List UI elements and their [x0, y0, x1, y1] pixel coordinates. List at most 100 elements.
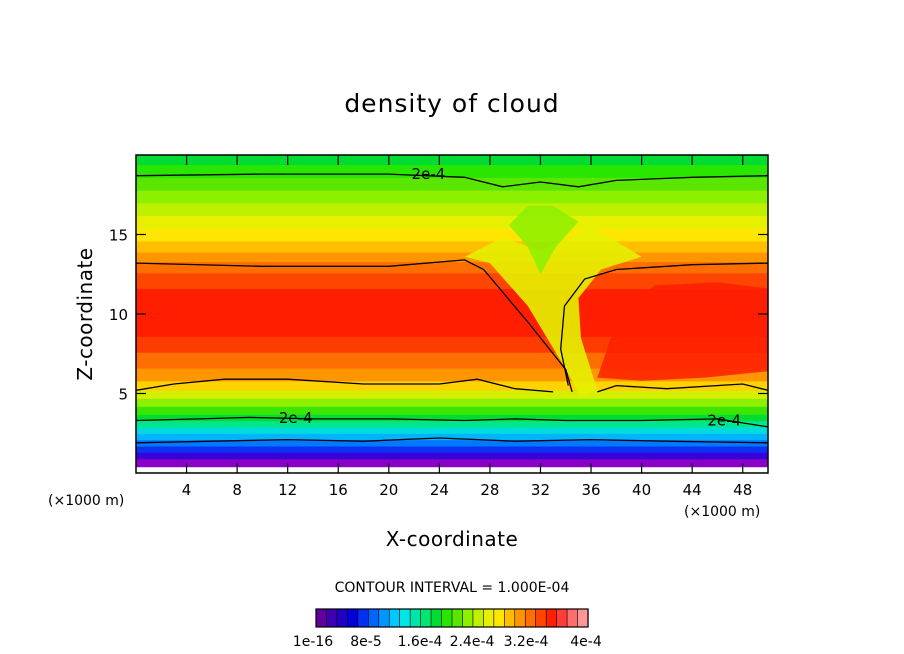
x-tick-label: 44 [683, 481, 702, 499]
x-tick-label: 4 [182, 481, 192, 499]
colorbar-tick-label: 4e-4 [570, 634, 602, 650]
x-tick-label: 32 [531, 481, 550, 499]
plot-area [136, 155, 768, 473]
density-band [136, 406, 768, 415]
contour-label: 2e-4 [707, 412, 741, 430]
colorbar-swatch [556, 608, 568, 628]
colorbar-tick-label: 1.6e-4 [398, 634, 443, 650]
contour-label: 2e-4 [412, 165, 446, 183]
colorbar-swatch [357, 608, 369, 628]
x-unit-left: (×1000 m) [48, 493, 124, 509]
colorbar-swatch [504, 608, 516, 628]
colorbar-swatch [441, 608, 453, 628]
density-band [136, 466, 768, 473]
colorbar-swatch [577, 608, 589, 628]
density-band [136, 202, 768, 217]
density-band [136, 215, 768, 229]
density-band [136, 398, 768, 407]
colorbar-swatch [524, 608, 537, 628]
colorbar-swatch [409, 608, 422, 628]
x-axis-label: X-coordinate [386, 527, 519, 551]
colorbar-swatch [388, 608, 401, 628]
colorbar-swatch [514, 608, 526, 628]
colorbar-tick-label: 3.2e-4 [504, 634, 549, 650]
colorbar-labels: 1e-16 8e-5 1.6e-4 2.4e-4 3.2e-4 4e-4 [293, 634, 602, 650]
colorbar-swatch [566, 608, 579, 628]
contour-line [136, 259, 573, 393]
density-band [136, 261, 768, 274]
colorbar-swatch [347, 608, 359, 628]
density-band [136, 439, 768, 447]
contour-labels: 2e-4 2e-4 2e-4 [279, 165, 741, 430]
contour-label: 2e-4 [279, 409, 313, 427]
colorbar-tick-label: 2.4e-4 [450, 634, 495, 650]
colorbar [315, 608, 589, 628]
density-band [136, 177, 768, 191]
y-axis-ticks: 5 10 15 [109, 227, 768, 404]
density-band [136, 228, 768, 242]
density-band [136, 426, 768, 434]
density-band [136, 380, 768, 391]
colorbar-swatch [378, 608, 390, 628]
contour-line [136, 173, 768, 188]
y-tick-label: 5 [118, 386, 128, 404]
contour-line [136, 437, 768, 444]
x-tick-label: 40 [632, 481, 651, 499]
x-unit-right: (×1000 m) [684, 504, 760, 520]
colorbar-swatch [545, 608, 558, 628]
density-band [136, 164, 768, 178]
colorbar-swatch [399, 608, 411, 628]
colorbar-frame [315, 608, 589, 628]
colorbar-swatch [430, 608, 443, 628]
contour-line [136, 378, 554, 393]
chart-title: density of cloud [344, 89, 559, 118]
x-axis-ticks: 4 8 12 16 20 24 28 32 36 40 44 48 [182, 155, 752, 499]
colorbar-swatch [451, 608, 464, 628]
x-tick-label: 36 [581, 481, 600, 499]
x-tick-label: 8 [232, 481, 242, 499]
colorbar-swatch [535, 608, 547, 628]
colorbar-swatch [493, 608, 505, 628]
colorbar-swatch [483, 608, 495, 628]
density-band [136, 433, 768, 441]
contour-interval-text: CONTOUR INTERVAL = 1.000E-04 [335, 580, 570, 596]
plume-yellow [464, 226, 642, 397]
x-tick-label: 24 [430, 481, 449, 499]
x-tick-label: 12 [278, 481, 297, 499]
density-band [136, 390, 768, 399]
density-band [136, 272, 768, 290]
colorbar-tick-label: 1e-16 [293, 634, 333, 650]
colorbar-swatch [336, 608, 348, 628]
colorbar-swatch [315, 608, 328, 628]
contour-line [597, 383, 768, 393]
density-band [136, 189, 768, 204]
y-axis-label: Z-coordinate [73, 247, 97, 380]
x-tick-label: 28 [480, 481, 499, 499]
x-tick-label: 20 [379, 481, 398, 499]
colorbar-swatch [462, 608, 474, 628]
colorbar-swatch [326, 608, 338, 628]
x-tick-label: 16 [329, 481, 348, 499]
density-plume [464, 205, 768, 397]
density-band [136, 240, 768, 253]
colorbar-tick-label: 8e-5 [350, 634, 381, 650]
colorbar-swatch [472, 608, 484, 628]
density-band [136, 458, 768, 468]
contour-lines [136, 173, 768, 444]
colorbar-swatch [420, 608, 432, 628]
contour-line [560, 262, 768, 386]
contour-line [136, 416, 768, 428]
density-band [136, 445, 768, 453]
density-band [136, 452, 768, 460]
density-band [136, 251, 768, 263]
y-tick-label: 10 [109, 306, 128, 324]
colorbar-swatch [368, 608, 380, 628]
density-band [136, 420, 768, 428]
plume-green [508, 205, 579, 275]
y-tick-label: 15 [109, 227, 128, 245]
x-tick-label: 48 [733, 481, 752, 499]
density-band [136, 414, 768, 422]
density-band [136, 155, 768, 166]
plume-core [597, 282, 768, 381]
